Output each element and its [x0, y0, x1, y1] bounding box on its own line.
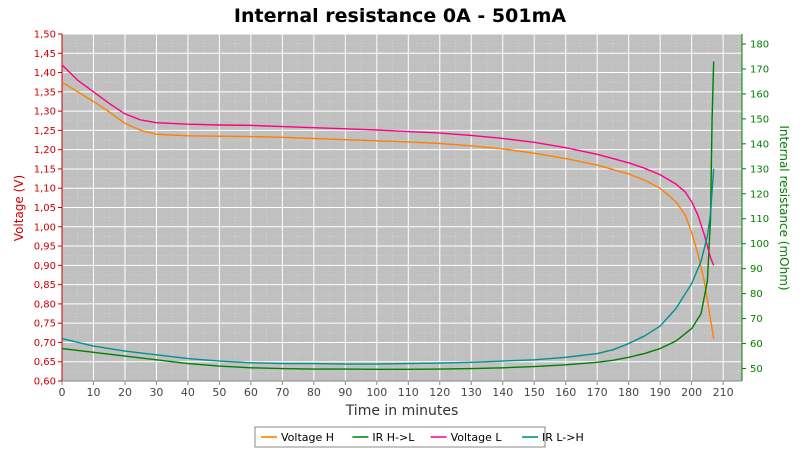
- series-line-voltage-h: [61, 81, 715, 339]
- y-right-tick-label: 80: [750, 289, 763, 300]
- x-tick-label: 200: [681, 386, 702, 399]
- y-right-tick-label: 160: [750, 89, 769, 100]
- y-axis-left-label: Voltage (V): [12, 175, 26, 241]
- y-axis-right-label: Internal resistance (mOhm): [777, 125, 791, 290]
- x-tick-label: 90: [338, 386, 352, 399]
- x-tick-label: 120: [429, 386, 450, 399]
- x-tick-label: 20: [118, 386, 132, 399]
- y-left-tick-label: 1,20: [34, 145, 56, 156]
- legend-label: IR H->L: [372, 431, 415, 444]
- x-tick-label: 170: [587, 386, 608, 399]
- x-tick-label: 160: [555, 386, 576, 399]
- y-left-tick-label: 0,60: [34, 377, 56, 388]
- y-left-tick-label: 1,35: [34, 87, 56, 98]
- x-tick-label: 180: [618, 386, 639, 399]
- y-right-tick-label: 120: [750, 189, 769, 200]
- y-right-tick-label: 60: [750, 339, 763, 350]
- x-tick-label: 80: [307, 386, 321, 399]
- y-right-tick-label: 170: [750, 64, 769, 75]
- plot-area: 0 10 20 30 40 50 60 70 80 90 100 110 120 130 140 150 160…: [34, 30, 769, 400]
- y-right-tick-label: 110: [750, 214, 769, 225]
- y-left-tick-label: 1,05: [34, 203, 56, 214]
- y-left-tick-label: 1,15: [34, 164, 56, 175]
- y-left-tick-label: 1,00: [34, 222, 56, 233]
- y-left-tick-label: 0,90: [34, 261, 56, 272]
- y-left-tick-label: 1,10: [34, 184, 56, 195]
- y-left-tick-label: 1,25: [34, 126, 56, 137]
- series-line-voltage-l: [61, 64, 715, 266]
- legend-label: Voltage L: [451, 431, 503, 444]
- x-tick-label: 30: [149, 386, 163, 399]
- y-right-tick-label: 100: [750, 239, 769, 250]
- x-tick-label: 70: [275, 386, 289, 399]
- x-tick-label: 210: [713, 386, 734, 399]
- y-right-tick-label: 140: [750, 139, 769, 150]
- x-axis-label: Time in minutes: [345, 403, 459, 419]
- chart-title: Internal resistance 0A - 501mA: [234, 5, 566, 27]
- legend-label: IR L->H: [542, 431, 584, 444]
- x-tick-label: 60: [244, 386, 258, 399]
- y-left-tick-label: 0,70: [34, 338, 56, 349]
- series-line-ir-h-l: [61, 61, 715, 370]
- y-right-tick-label: 70: [750, 314, 763, 325]
- legend: Voltage H IR H->L Voltage L IR L->H: [254, 426, 584, 448]
- y-left-tick-label: 0,75: [34, 319, 56, 330]
- y-right-tick-label: 130: [750, 164, 769, 175]
- x-tick-label: 130: [461, 386, 482, 399]
- x-tick-label: 140: [492, 386, 513, 399]
- x-tick-label: 0: [59, 386, 66, 399]
- y-left-tick-label: 0,65: [34, 357, 56, 368]
- x-tick-label: 40: [181, 386, 195, 399]
- y-left-tick-label: 0,85: [34, 280, 56, 291]
- y-right-tick-label: 50: [750, 364, 763, 375]
- x-tick-label: 150: [524, 386, 545, 399]
- legend-label: Voltage H: [281, 431, 334, 444]
- y-right-tick-label: 180: [750, 39, 769, 50]
- y-left-tick-label: 1,40: [34, 68, 56, 79]
- y-left-tick-label: 0,95: [34, 242, 56, 253]
- legend-box: [254, 426, 546, 448]
- y-right-tick-label: 90: [750, 264, 763, 275]
- x-tick-label: 100: [366, 386, 387, 399]
- y-left-tick-label: 1,30: [34, 107, 56, 118]
- y-left-tick-label: 1,50: [34, 30, 56, 41]
- x-tick-label: 10: [86, 386, 100, 399]
- y-right-tick-label: 150: [750, 114, 769, 125]
- series-line-ir-l-h: [61, 168, 715, 365]
- x-tick-label: 190: [650, 386, 671, 399]
- y-left-tick-label: 0,80: [34, 299, 56, 310]
- y-left-tick-label: 1,45: [34, 49, 56, 60]
- x-tick-label: 110: [398, 386, 419, 399]
- x-tick-label: 50: [212, 386, 226, 399]
